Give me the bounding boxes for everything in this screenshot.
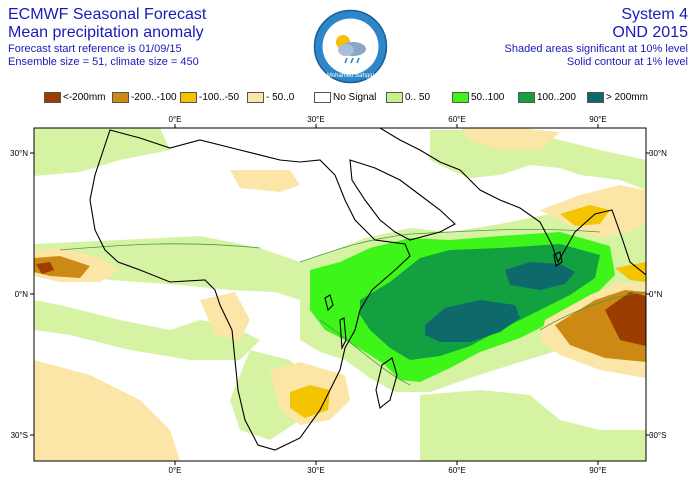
title-block: ECMWF Seasonal Forecast Mean precipitati… [8, 6, 206, 42]
legend-label: 0.. 50 [405, 92, 431, 103]
legend-label: -100..-50 [199, 92, 240, 103]
legend-swatch [314, 92, 331, 103]
start-reference: Forecast start reference is 01/09/15 [8, 43, 182, 55]
lat-label-left: 30°S [11, 431, 28, 440]
legend-label: <-200mm [63, 92, 106, 103]
lon-label-top: 0°E [169, 115, 182, 124]
lon-label-top: 30°E [307, 115, 324, 124]
lat-label-left: 30°N [10, 149, 28, 158]
lat-label-right: 30°S [649, 431, 666, 440]
lat-label-right: 30°N [649, 149, 667, 158]
legend-swatch [518, 92, 535, 103]
legend-label: 50..100 [471, 92, 505, 103]
legend-label: No Signal [333, 92, 377, 103]
legend-swatch [452, 92, 469, 103]
forecast-title: ECMWF Seasonal Forecast [8, 6, 207, 23]
weather-cloud-logo: Mohamed Bahgat [313, 9, 388, 84]
system-block: System 4 OND 2015 [612, 6, 688, 42]
legend-label: 100..200 [537, 92, 576, 103]
lon-label-top: 60°E [448, 115, 465, 124]
legend-swatch [386, 92, 403, 103]
legend-swatch [180, 92, 197, 103]
legend-label: - 50..0 [266, 92, 295, 103]
legend-label: -200..-100 [131, 92, 177, 103]
significance-notes: Shaded areas significant at 10% level So… [505, 43, 688, 69]
variable-title: Mean precipitation anomaly [8, 24, 204, 41]
forecast-info: Forecast start reference is 01/09/15 Ens… [8, 43, 199, 69]
lon-label-bottom: 30°E [307, 466, 324, 475]
lon-label-top: 90°E [589, 115, 606, 124]
lat-label-left: 0°N [15, 290, 29, 299]
lon-label-bottom: 90°E [589, 466, 606, 475]
legend-swatch [112, 92, 129, 103]
axis-ticks [30, 124, 650, 465]
coastlines [89, 128, 646, 451]
legend-label: > 200mm [606, 92, 648, 103]
legend-swatch [44, 92, 61, 103]
system-label: System 4 [621, 6, 688, 23]
ensemble-size: Ensemble size = 51, climate size = 450 [8, 56, 199, 68]
shaded-note: Shaded areas significant at 10% level [504, 43, 688, 55]
lon-label-bottom: 0°E [169, 466, 182, 475]
lon-label-bottom: 60°E [448, 466, 465, 475]
legend-swatch [247, 92, 264, 103]
lat-label-right: 0°N [649, 290, 663, 299]
contour-note: Solid contour at 1% level [566, 56, 688, 68]
legend-swatch [587, 92, 604, 103]
season-label: OND 2015 [612, 24, 688, 41]
anomaly-shading [34, 128, 646, 461]
logo-caption: Mohamed Bahgat [327, 73, 375, 79]
